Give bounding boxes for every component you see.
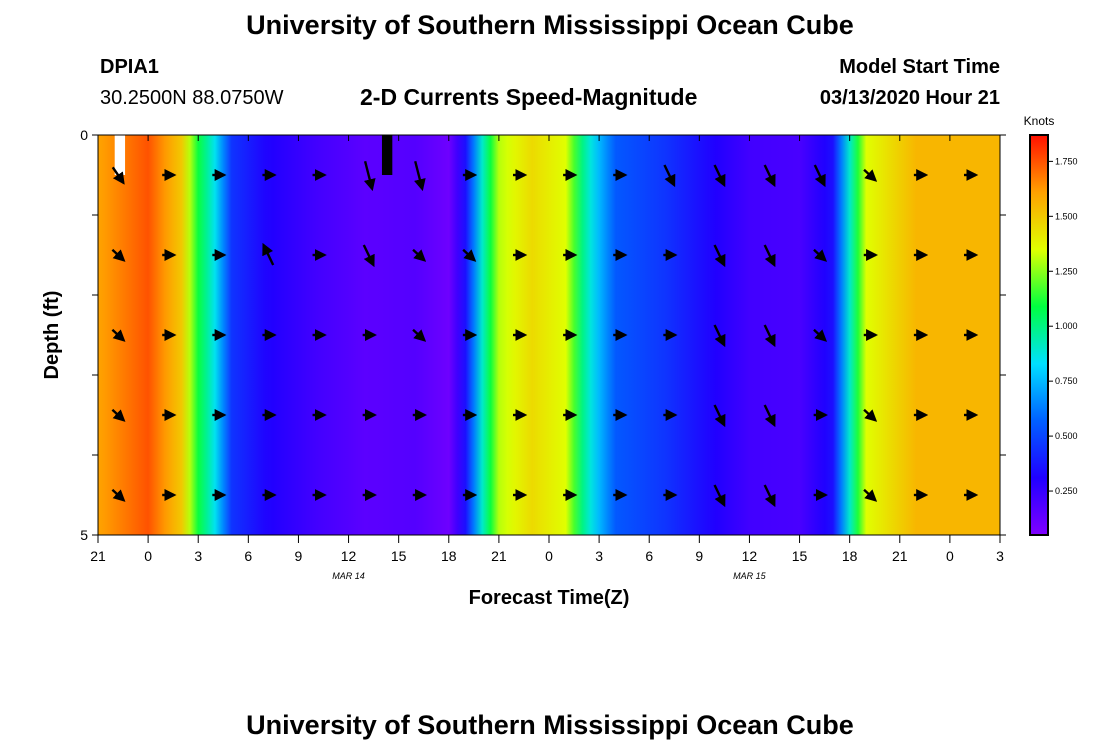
page-title: University of Southern Mississippi Ocean… bbox=[246, 10, 854, 40]
colorbar-tick-label: 1.000 bbox=[1055, 321, 1078, 331]
y-axis: 05 bbox=[80, 127, 1006, 543]
current-speed-chart: 21 0 3 6 9 12 15 18 21 0 3 6 9 12 15 18 21 0 3 MAR 14 MAR 15… bbox=[41, 114, 1078, 609]
date-label: MAR 14 bbox=[332, 571, 365, 581]
current-arrow bbox=[713, 164, 726, 188]
current-arrow bbox=[111, 166, 125, 185]
current-arrow bbox=[412, 248, 427, 262]
x-tick-label: 12 bbox=[341, 548, 357, 564]
y-axis-label: Depth (ft) bbox=[41, 291, 63, 380]
current-arrow bbox=[713, 324, 726, 348]
colorbar-tick-label: 0.500 bbox=[1055, 431, 1078, 441]
x-tick-label: 3 bbox=[595, 548, 603, 564]
current-arrows bbox=[111, 160, 979, 508]
x-axis: 21 0 3 6 9 12 15 18 21 0 3 6 9 12 15 18 21 0 3 MAR 14 MAR 15 bbox=[90, 135, 1004, 581]
x-tick-label: 18 bbox=[842, 548, 858, 564]
depth-layer-band bbox=[98, 295, 1000, 376]
current-arrow bbox=[813, 248, 828, 262]
current-arrow bbox=[362, 244, 375, 268]
current-arrow bbox=[863, 488, 878, 502]
x-tick-label: 15 bbox=[391, 548, 407, 564]
x-tick-label: 0 bbox=[144, 548, 152, 564]
x-tick-label: 12 bbox=[742, 548, 758, 564]
station-id: DPIA1 bbox=[100, 56, 159, 78]
x-tick-label: 9 bbox=[295, 548, 303, 564]
current-arrow bbox=[414, 160, 426, 192]
current-arrow bbox=[111, 488, 126, 502]
colorbar-unit: Knots bbox=[1024, 114, 1055, 128]
missing-cell bbox=[114, 135, 126, 175]
x-tick-label: 9 bbox=[695, 548, 703, 564]
current-arrow bbox=[262, 242, 275, 266]
colorbar: Knots 1.750 1.500 1.250 1.000 0.750 0.500 0.250 bbox=[1024, 114, 1078, 536]
colorbar-tick-label: 0.750 bbox=[1055, 376, 1078, 386]
x-tick-label: 21 bbox=[491, 548, 507, 564]
current-arrow bbox=[763, 244, 776, 268]
current-arrow bbox=[763, 404, 776, 428]
station-coordinates: 30.2500N 88.0750W bbox=[100, 87, 284, 109]
current-arrow bbox=[412, 328, 427, 342]
colorbar-tick-label: 1.250 bbox=[1055, 266, 1078, 276]
x-tick-label: 21 bbox=[892, 548, 908, 564]
current-arrow bbox=[763, 324, 776, 348]
heatmap-layer bbox=[98, 135, 1000, 536]
current-arrow bbox=[462, 248, 477, 262]
x-tick-label: 6 bbox=[244, 548, 252, 564]
x-tick-label: 21 bbox=[90, 548, 106, 564]
x-tick-label: 0 bbox=[946, 548, 954, 564]
current-arrow bbox=[713, 484, 726, 508]
current-arrow bbox=[111, 408, 126, 422]
date-label: MAR 15 bbox=[733, 571, 767, 581]
model-start-label: Model Start Time bbox=[839, 56, 1000, 78]
current-arrow bbox=[863, 168, 878, 182]
current-arrow bbox=[813, 328, 828, 342]
x-tick-label: 3 bbox=[996, 548, 1004, 564]
colorbar-bar bbox=[1029, 134, 1049, 536]
colorbar-tick-label: 0.250 bbox=[1055, 486, 1078, 496]
current-arrow bbox=[713, 404, 726, 428]
current-arrow bbox=[713, 244, 726, 268]
depth-layer-band bbox=[98, 455, 1000, 536]
chart-title: 2-D Currents Speed-Magnitude bbox=[360, 84, 698, 110]
missing-cell bbox=[381, 135, 393, 175]
model-start-time: 03/13/2020 Hour 21 bbox=[819, 87, 1000, 109]
depth-layer-band bbox=[98, 375, 1000, 456]
x-tick-label: 15 bbox=[792, 548, 808, 564]
x-tick-label: 0 bbox=[545, 548, 553, 564]
x-tick-label: 18 bbox=[441, 548, 457, 564]
y-tick-label: 0 bbox=[80, 127, 88, 143]
x-tick-label: 6 bbox=[645, 548, 653, 564]
depth-layer-band bbox=[98, 135, 1000, 216]
colorbar-tick-label: 1.500 bbox=[1055, 211, 1078, 221]
current-arrow bbox=[763, 164, 776, 188]
current-arrow bbox=[111, 248, 126, 262]
current-arrow bbox=[663, 164, 676, 188]
current-arrow bbox=[863, 408, 878, 422]
current-arrow bbox=[363, 160, 376, 192]
colorbar-tick-label: 1.750 bbox=[1055, 156, 1078, 166]
current-arrow bbox=[763, 484, 776, 508]
current-arrow bbox=[111, 328, 126, 342]
x-axis-label: Forecast Time(Z) bbox=[469, 587, 630, 609]
current-arrow bbox=[813, 164, 826, 188]
y-tick-label: 5 bbox=[80, 527, 88, 543]
depth-layer-band bbox=[98, 215, 1000, 296]
x-tick-label: 3 bbox=[194, 548, 202, 564]
footer-title: University of Southern Mississippi Ocean… bbox=[246, 710, 854, 740]
